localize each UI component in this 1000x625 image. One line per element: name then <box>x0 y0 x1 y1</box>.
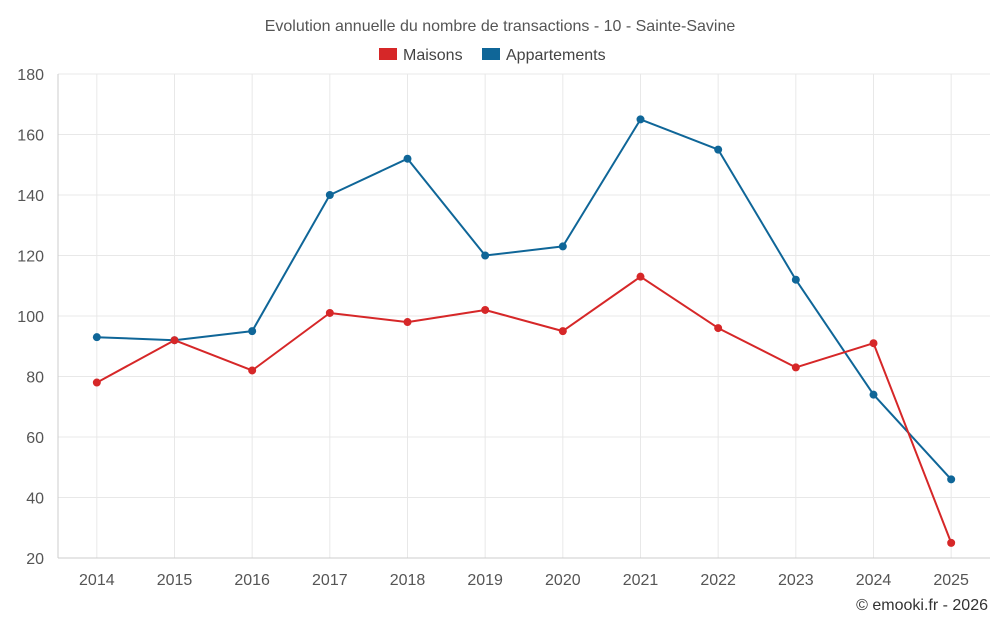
data-point-appartements-2014[interactable] <box>92 333 101 342</box>
y-tick-label: 80 <box>26 370 44 387</box>
chart-title: Evolution annuelle du nombre de transact… <box>265 18 736 35</box>
x-axis: 2014 2015 2016 2017 2018 2019 2020 2021 2022 2023… <box>58 557 990 589</box>
legend-swatch-appartements[interactable] <box>482 48 500 60</box>
legend-label-appartements[interactable]: Appartements <box>506 47 606 64</box>
x-tick-label: 2014 <box>79 572 115 589</box>
legend-swatch-maisons[interactable] <box>379 48 397 60</box>
data-point-appartements-2019[interactable] <box>481 251 490 260</box>
data-point-maisons-2016[interactable] <box>248 366 257 375</box>
data-point-maisons-2023[interactable] <box>791 363 800 372</box>
data-point-maisons-2024[interactable] <box>869 339 878 348</box>
y-tick-label: 60 <box>26 430 44 447</box>
data-point-appartements-2021[interactable] <box>636 115 645 124</box>
data-point-appartements-2025[interactable] <box>947 475 956 484</box>
data-point-appartements-2017[interactable] <box>325 191 334 199</box>
x-tick-label: 2019 <box>467 572 503 589</box>
x-tick-label: 2016 <box>234 572 270 589</box>
y-tick-label: 180 <box>17 67 44 84</box>
data-point-appartements-2024[interactable] <box>869 390 878 399</box>
x-tick-label: 2018 <box>390 572 426 589</box>
series-appartements <box>92 115 956 484</box>
y-tick-label: 40 <box>26 491 44 508</box>
credit-text: © emooki.fr - 2026 <box>856 597 988 614</box>
data-point-appartements-2018[interactable] <box>403 154 412 163</box>
series-line-maisons <box>96 275 953 544</box>
legend[interactable]: Maisons Appartements <box>379 47 606 64</box>
data-point-maisons-2021[interactable] <box>636 272 645 281</box>
data-point-maisons-2015[interactable] <box>170 336 179 345</box>
data-point-appartements-2020[interactable] <box>558 242 567 251</box>
y-tick-label: 100 <box>17 309 44 326</box>
data-point-maisons-2022[interactable] <box>714 324 723 333</box>
data-point-maisons-2025[interactable] <box>947 538 956 547</box>
data-point-maisons-2020[interactable] <box>558 327 567 336</box>
data-point-maisons-2017[interactable] <box>325 308 334 317</box>
data-point-maisons-2019[interactable] <box>481 305 490 314</box>
x-tick-label: 2021 <box>623 572 659 589</box>
data-point-appartements-2016[interactable] <box>248 327 257 336</box>
x-tick-label: 2025 <box>933 572 969 589</box>
x-tick-label: 2020 <box>545 572 581 589</box>
data-point-maisons-2018[interactable] <box>403 318 412 327</box>
x-tick-label: 2023 <box>778 572 814 589</box>
series-line-appartements <box>96 118 952 481</box>
y-tick-label: 140 <box>17 188 44 205</box>
data-point-appartements-2022[interactable] <box>714 145 723 154</box>
x-tick-label: 2022 <box>700 572 736 589</box>
y-axis: 20 40 60 80 100 120 140 160 180 <box>17 67 59 568</box>
x-tick-label: 2017 <box>312 572 348 589</box>
series <box>92 115 956 547</box>
x-tick-label: 2024 <box>856 572 892 589</box>
legend-label-maisons[interactable]: Maisons <box>403 47 463 64</box>
y-tick-label: 120 <box>17 249 44 266</box>
series-maisons <box>92 272 956 547</box>
x-tick-label: 2015 <box>157 572 193 589</box>
data-point-appartements-2023[interactable] <box>791 275 800 284</box>
y-tick-label: 160 <box>17 128 44 145</box>
grid <box>58 73 990 559</box>
data-point-maisons-2014[interactable] <box>92 378 101 387</box>
y-tick-label: 20 <box>26 551 44 568</box>
